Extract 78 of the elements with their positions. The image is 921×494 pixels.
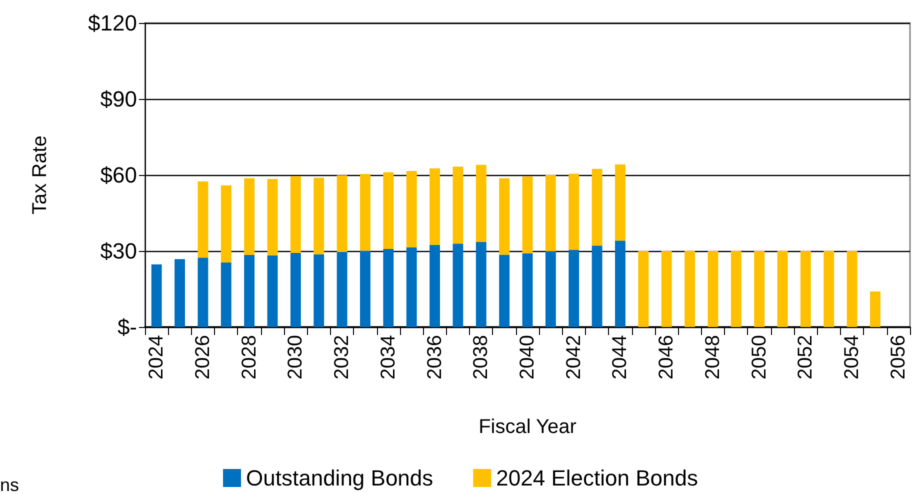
bar bbox=[220, 185, 232, 262]
bar bbox=[615, 240, 626, 327]
y-axis-title: Tax Rate bbox=[29, 136, 51, 214]
bar bbox=[360, 250, 370, 327]
bar bbox=[777, 251, 788, 327]
bar bbox=[452, 244, 464, 327]
x-tick-label: 2038 bbox=[470, 335, 492, 380]
bar bbox=[522, 176, 533, 254]
bar bbox=[522, 253, 533, 327]
x-tick-label: 2030 bbox=[284, 335, 307, 380]
text: ns bbox=[0, 475, 20, 494]
x-tick-label: 2052 bbox=[794, 335, 817, 380]
bar bbox=[684, 251, 695, 327]
bar bbox=[430, 244, 440, 327]
x-axis-title: Fiscal Year bbox=[478, 416, 577, 438]
bar bbox=[870, 292, 880, 327]
bar bbox=[220, 262, 232, 327]
y-tick-label: $120 bbox=[88, 10, 137, 36]
x-tick-label: 2048 bbox=[702, 335, 724, 380]
bar bbox=[336, 252, 348, 327]
bar bbox=[360, 174, 370, 251]
bar bbox=[198, 258, 208, 327]
bar bbox=[383, 172, 394, 249]
x-tick-label: 2046 bbox=[656, 335, 678, 380]
x-tick-label: 2044 bbox=[609, 335, 632, 380]
x-tick-label: 2034 bbox=[377, 335, 400, 380]
bar bbox=[499, 178, 510, 255]
bar bbox=[568, 250, 580, 327]
bar bbox=[476, 164, 486, 242]
bar bbox=[406, 170, 417, 248]
x-tick-label: 2056 bbox=[887, 335, 910, 380]
bar bbox=[846, 251, 858, 327]
bar bbox=[568, 174, 580, 250]
bar bbox=[499, 254, 510, 327]
x-tick-label: 2028 bbox=[238, 335, 260, 380]
bar bbox=[151, 264, 162, 327]
bar bbox=[592, 168, 602, 246]
legend-label: 2024 Election Bonds bbox=[496, 466, 698, 490]
x-tick-label: 2054 bbox=[841, 335, 864, 380]
x-tick-label: 2032 bbox=[331, 335, 354, 380]
bar bbox=[244, 178, 255, 256]
bar bbox=[754, 251, 765, 327]
bar bbox=[430, 168, 440, 245]
bar bbox=[824, 251, 834, 327]
bar bbox=[615, 164, 626, 241]
x-tick-label: 2024 bbox=[146, 335, 168, 380]
y-tick-label: $30 bbox=[100, 238, 137, 264]
legend-label: Outstanding Bonds bbox=[246, 466, 434, 490]
bar bbox=[267, 256, 278, 327]
bar bbox=[244, 255, 255, 327]
bar bbox=[314, 254, 324, 327]
bar bbox=[406, 247, 417, 327]
y-tick-label: $60 bbox=[100, 162, 137, 188]
bar bbox=[383, 248, 394, 327]
x-tick-label: 2050 bbox=[748, 335, 770, 380]
bar bbox=[638, 251, 649, 327]
bar bbox=[476, 242, 486, 327]
bar bbox=[592, 246, 602, 327]
bar bbox=[174, 259, 185, 327]
x-tick-label: 2042 bbox=[562, 335, 585, 380]
bar bbox=[452, 166, 464, 244]
x-tick-label: 2026 bbox=[192, 335, 214, 380]
y-tick-label: $90 bbox=[100, 86, 137, 112]
y-tick-label: $- bbox=[117, 314, 137, 340]
bar bbox=[545, 175, 556, 252]
bar bbox=[661, 251, 672, 327]
bar bbox=[730, 251, 742, 327]
bar bbox=[314, 178, 324, 254]
bar bbox=[800, 251, 811, 327]
bar bbox=[267, 179, 278, 256]
bar bbox=[545, 251, 556, 327]
bar bbox=[198, 181, 208, 258]
x-tick-label: 2036 bbox=[424, 335, 446, 380]
bar bbox=[290, 253, 301, 327]
bar bbox=[336, 175, 348, 252]
bar bbox=[708, 251, 718, 327]
x-tick-label: 2040 bbox=[516, 335, 538, 380]
bar bbox=[290, 176, 301, 254]
